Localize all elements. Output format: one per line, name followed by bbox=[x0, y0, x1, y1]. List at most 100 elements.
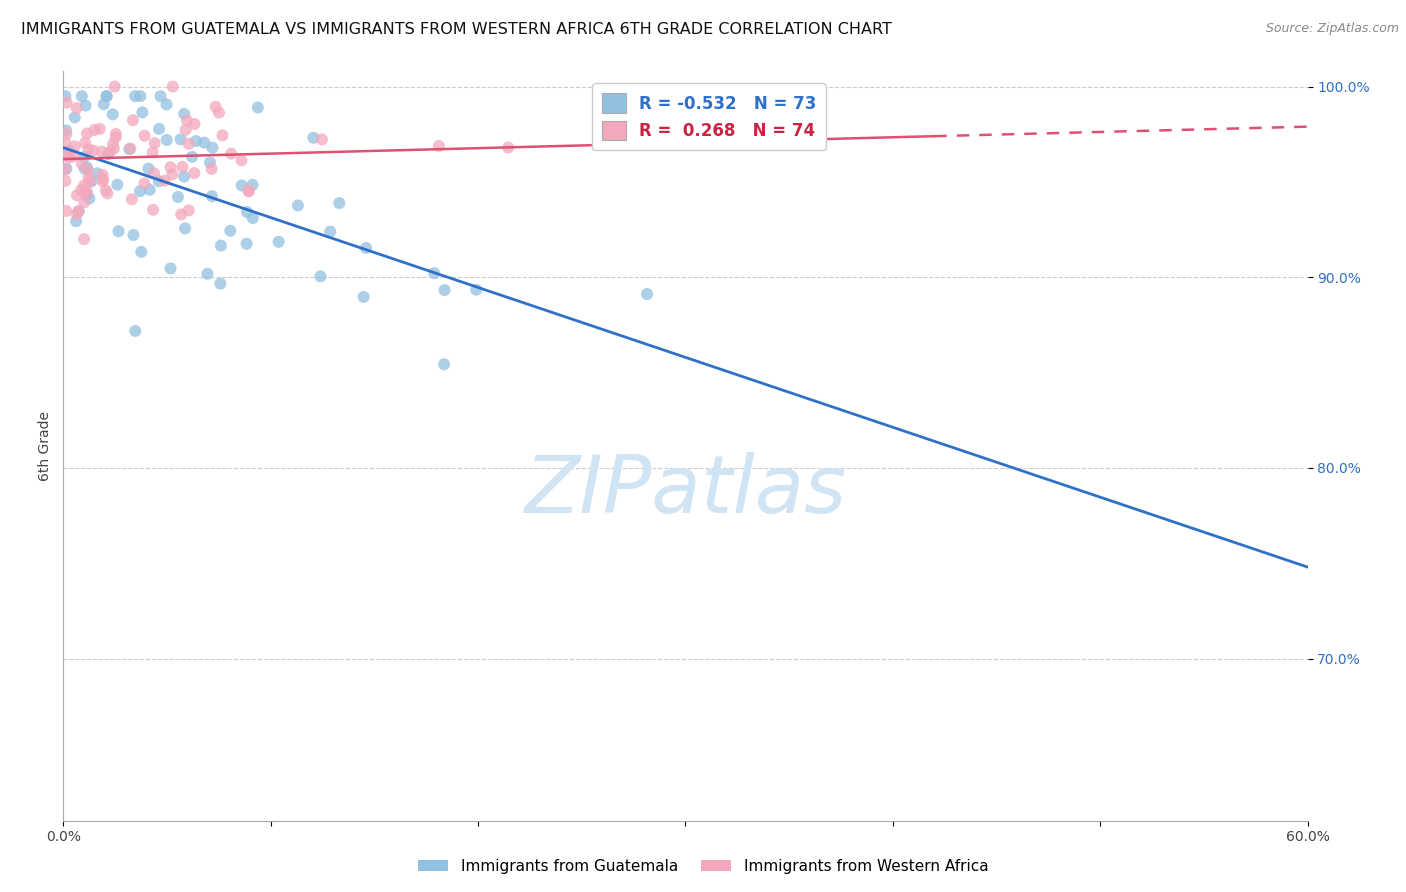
Point bbox=[177, 203, 200, 218]
Point bbox=[79, 175, 101, 189]
Point bbox=[53, 174, 76, 188]
Point bbox=[209, 277, 232, 291]
Point bbox=[170, 207, 193, 221]
Point bbox=[159, 261, 181, 276]
Point bbox=[70, 183, 93, 197]
Point bbox=[211, 128, 233, 143]
Point bbox=[70, 157, 93, 171]
Point bbox=[235, 236, 257, 251]
Y-axis label: 6th Grade: 6th Grade bbox=[38, 411, 52, 481]
Point bbox=[97, 147, 120, 161]
Point bbox=[96, 89, 118, 103]
Point bbox=[65, 214, 87, 228]
Point bbox=[129, 184, 152, 198]
Point bbox=[219, 224, 242, 238]
Legend: Immigrants from Guatemala, Immigrants from Western Africa: Immigrants from Guatemala, Immigrants fr… bbox=[412, 853, 994, 880]
Point bbox=[55, 161, 77, 176]
Point bbox=[91, 172, 114, 186]
Point bbox=[89, 121, 111, 136]
Point bbox=[77, 142, 100, 156]
Point bbox=[107, 224, 129, 238]
Point bbox=[155, 97, 177, 112]
Point bbox=[70, 89, 93, 103]
Point bbox=[181, 150, 204, 164]
Point bbox=[143, 136, 166, 150]
Point bbox=[148, 121, 170, 136]
Point bbox=[55, 127, 77, 141]
Point bbox=[162, 168, 184, 182]
Text: IMMIGRANTS FROM GUATEMALA VS IMMIGRANTS FROM WESTERN AFRICA 6TH GRADE CORRELATIO: IMMIGRANTS FROM GUATEMALA VS IMMIGRANTS … bbox=[21, 22, 891, 37]
Text: ZIPatlas: ZIPatlas bbox=[524, 452, 846, 530]
Point bbox=[73, 136, 96, 150]
Text: Source: ZipAtlas.com: Source: ZipAtlas.com bbox=[1265, 22, 1399, 36]
Point bbox=[236, 205, 259, 219]
Point bbox=[104, 79, 127, 94]
Point bbox=[134, 177, 156, 191]
Point bbox=[319, 225, 342, 239]
Point bbox=[636, 287, 658, 301]
Point bbox=[53, 162, 76, 177]
Point bbox=[76, 127, 98, 141]
Point bbox=[122, 113, 145, 128]
Point bbox=[66, 207, 89, 221]
Point bbox=[172, 160, 194, 174]
Point bbox=[142, 202, 165, 217]
Point bbox=[63, 149, 86, 163]
Point bbox=[75, 187, 97, 202]
Point bbox=[197, 267, 219, 281]
Point bbox=[309, 269, 332, 284]
Point bbox=[287, 198, 309, 212]
Point bbox=[55, 203, 77, 218]
Point bbox=[231, 178, 253, 193]
Point bbox=[328, 196, 350, 211]
Point bbox=[209, 238, 232, 252]
Point bbox=[174, 221, 197, 235]
Point bbox=[156, 133, 179, 147]
Point bbox=[82, 144, 104, 158]
Point bbox=[201, 189, 224, 203]
Point bbox=[73, 161, 96, 176]
Point bbox=[90, 145, 112, 159]
Point bbox=[198, 155, 221, 169]
Point bbox=[58, 150, 80, 164]
Point bbox=[101, 107, 124, 121]
Point bbox=[53, 89, 76, 103]
Point bbox=[76, 185, 98, 199]
Point bbox=[433, 283, 456, 297]
Point bbox=[465, 283, 488, 297]
Point bbox=[98, 145, 121, 159]
Point bbox=[120, 142, 142, 156]
Point bbox=[129, 89, 152, 103]
Point bbox=[66, 188, 89, 202]
Point bbox=[53, 149, 76, 163]
Point bbox=[67, 203, 90, 218]
Point bbox=[174, 123, 197, 137]
Point bbox=[238, 185, 260, 199]
Point bbox=[80, 174, 103, 188]
Point bbox=[496, 140, 519, 154]
Point bbox=[267, 235, 290, 249]
Point bbox=[75, 98, 97, 112]
Point bbox=[121, 192, 143, 206]
Point bbox=[76, 161, 98, 175]
Point bbox=[142, 145, 165, 160]
Point bbox=[118, 142, 141, 156]
Point bbox=[162, 79, 184, 94]
Point bbox=[101, 136, 124, 151]
Point bbox=[302, 131, 325, 145]
Point bbox=[138, 161, 160, 176]
Point bbox=[67, 204, 90, 219]
Point bbox=[104, 127, 127, 141]
Point bbox=[149, 89, 172, 103]
Point bbox=[63, 139, 86, 153]
Point bbox=[73, 195, 96, 210]
Point bbox=[354, 241, 377, 255]
Point bbox=[91, 168, 114, 182]
Point bbox=[73, 185, 96, 199]
Point bbox=[311, 132, 333, 146]
Point bbox=[167, 190, 190, 204]
Point bbox=[427, 139, 450, 153]
Point bbox=[94, 184, 117, 198]
Point bbox=[124, 324, 146, 338]
Point bbox=[176, 113, 198, 128]
